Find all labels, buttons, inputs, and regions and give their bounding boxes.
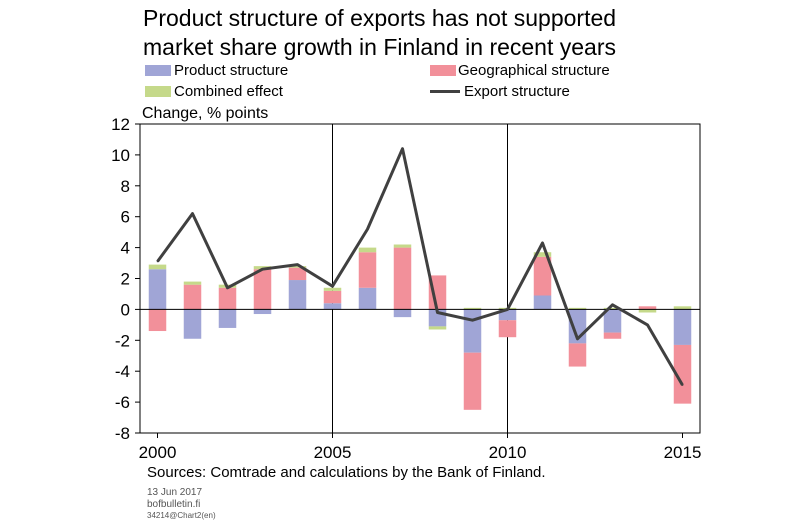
bar-geo-2012	[568, 343, 587, 367]
y-tick-label--4: -4	[115, 362, 130, 381]
bar-product-2001	[183, 309, 202, 339]
y-tick-label-10: 10	[111, 146, 130, 165]
x-tick-label-2010: 2010	[489, 443, 527, 462]
bar-product-2015	[673, 309, 692, 345]
bar-product-2011	[533, 295, 552, 310]
bar-product-2000	[148, 269, 167, 310]
bar-product-2006	[358, 287, 377, 310]
bar-geo-2011	[533, 256, 552, 296]
bar-geo-2001	[183, 284, 202, 310]
bar-product-2010	[498, 309, 517, 321]
bar-combined-2011	[533, 252, 552, 257]
chart-title-line-1: Product structure of exports has not sup…	[143, 5, 617, 31]
bar-geo-2000	[148, 309, 167, 332]
bar-geo-2013	[603, 332, 622, 339]
point-export-2015	[681, 384, 684, 386]
point-export-2007	[401, 147, 404, 150]
point-export-2005	[331, 285, 334, 288]
legend-swatch-geo	[430, 65, 456, 76]
x-tick-label-2005: 2005	[314, 443, 352, 462]
bar-product-2005	[323, 303, 342, 310]
bar-combined-2005	[323, 287, 342, 291]
bar-combined-2014	[638, 309, 657, 313]
bar-combined-2006	[358, 247, 377, 253]
legend-label-product: Product structure	[174, 62, 289, 79]
point-export-2001	[191, 212, 194, 215]
bar-geo-2014	[638, 306, 657, 310]
bar-product-2009	[463, 309, 482, 353]
point-export-2002	[226, 286, 229, 289]
bar-geo-2009	[463, 352, 482, 410]
bar-combined-2003	[253, 266, 272, 270]
bar-combined-2000	[148, 264, 167, 270]
bar-product-2013	[603, 309, 622, 333]
chart-title-line-2: market share growth in Finland in recent…	[143, 34, 616, 60]
bar-geo-2005	[323, 290, 342, 304]
x-tick-label-2000: 2000	[139, 443, 177, 462]
legend-label-export: Export structure	[464, 83, 570, 100]
chart-code: 34214@Chart2(en)	[147, 511, 216, 520]
point-export-2006	[366, 228, 369, 230]
legend-swatch-product	[145, 65, 171, 76]
bar-geo-2002	[218, 287, 237, 310]
point-export-2013	[611, 303, 614, 306]
point-export-2014	[646, 324, 649, 326]
y-tick-label--2: -2	[115, 331, 130, 350]
legend-line-export	[430, 90, 460, 93]
bar-combined-2007	[393, 244, 412, 248]
bar-combined-2004	[288, 266, 307, 268]
bar-product-2004	[288, 280, 307, 310]
point-export-2003	[261, 268, 264, 271]
point-export-2008	[436, 311, 439, 314]
bar-combined-2001	[183, 281, 202, 285]
bar-geo-2010	[498, 320, 517, 338]
legend-label-geo: Geographical structure	[458, 62, 610, 79]
point-export-2012	[576, 337, 579, 340]
bar-product-2002	[218, 309, 237, 328]
point-export-2004	[296, 263, 299, 266]
site-name: bofbulletin.fi	[147, 499, 201, 510]
bar-product-2003	[253, 309, 272, 315]
chart-title: Product structure of exports has not sup…	[143, 4, 783, 62]
y-axis-label: Change, % points	[142, 105, 268, 122]
bar-combined-2012	[568, 307, 587, 310]
bar-combined-2008	[428, 326, 447, 330]
bar-product-2007	[393, 309, 412, 318]
point-export-2010	[506, 308, 509, 311]
bar-geo-2006	[358, 252, 377, 288]
y-tick-label--6: -6	[115, 393, 130, 412]
legend-swatch-combined	[145, 86, 171, 97]
publish-date: 13 Jun 2017	[147, 487, 203, 498]
y-tick-label-12: 12	[111, 115, 130, 134]
series-line-export	[156, 147, 684, 386]
bar-geo-2003	[253, 269, 272, 310]
y-tick-label-6: 6	[121, 208, 130, 227]
y-tick-label--8: -8	[115, 424, 130, 443]
y-tick-label-2: 2	[121, 270, 130, 289]
y-tick-label-0: 0	[121, 300, 130, 319]
bar-combined-2009	[463, 307, 482, 310]
y-tick-label-8: 8	[121, 177, 130, 196]
bar-geo-2008	[428, 275, 447, 310]
bar-combined-2015	[673, 306, 692, 310]
y-tick-label-4: 4	[121, 239, 130, 258]
point-export-2000	[156, 260, 159, 263]
bar-combined-2013	[603, 307, 622, 310]
point-export-2011	[541, 242, 544, 244]
x-tick-label-2015: 2015	[664, 443, 702, 462]
legend-label-combined: Combined effect	[174, 83, 283, 100]
bar-geo-2004	[288, 267, 307, 281]
bar-geo-2007	[393, 247, 412, 310]
bar-geo-2015	[673, 344, 692, 404]
legend: Product structure Geographical structure…	[143, 62, 703, 102]
point-export-2009	[471, 319, 474, 322]
source-note: Sources: Comtrade and calculations by th…	[147, 464, 546, 481]
